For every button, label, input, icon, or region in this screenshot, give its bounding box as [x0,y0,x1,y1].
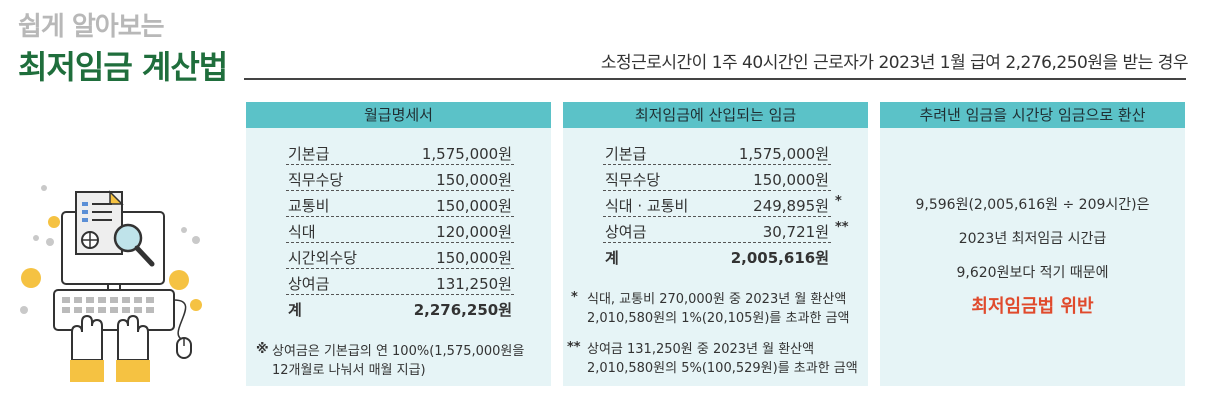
pay-row-value: 131,250원 [436,275,512,293]
pay-statement-heading: 월급명세서 [246,102,551,128]
pay-row-label: 상여금 [288,275,330,293]
included-total-value: 2,005,616원 [730,249,829,267]
pay-row-label: 기본급 [288,145,330,163]
conversion-heading: 추려낸 임금을 시간당 임금으로 환산 [880,102,1185,128]
pay-total-row: 계 2,276,250원 [286,296,514,320]
footnote-mark: * [835,194,842,209]
pay-row-value: 1,575,000원 [421,145,512,163]
min-wage-included-panel: 최저임금에 산입되는 임금 기본급 1,575,000원 직무수당 150,00… [563,102,868,386]
pay-row-value: 150,000원 [436,249,512,267]
computer-document-illustration [20,185,202,382]
pay-row-value: 120,000원 [436,223,512,241]
pay-row: 식대 120,000원 [286,218,514,243]
conversion-line-2: 2023년 최저임금 시간급 [958,231,1107,247]
hourly-conversion-panel: 추려낸 임금을 시간당 임금으로 환산 9,596원(2,005,616원 ÷ … [880,102,1185,386]
pay-row-value: 150,000원 [436,197,512,215]
pay-row-label: 교통비 [288,197,330,215]
pay-row-label: 직무수당 [288,171,344,189]
pay-row-value: 150,000원 [436,171,512,189]
included-row-label: 직무수당 [605,171,661,189]
included-row-value: 150,000원 [753,171,829,189]
included-row: 직무수당 150,000원 [603,166,831,191]
scenario-text: 소정근로시간이 1주 40시간인 근로자가 2023년 1월 급여 2,276,… [600,53,1189,73]
included-row: 기본급 1,575,000원 [603,140,831,165]
title-underline [244,78,1186,80]
pay-row: 직무수당 150,000원 [286,166,514,191]
included-row-label: 상여금 [605,223,647,241]
conversion-line-1: 9,596원(2,005,616원 ÷ 209시간)은 [915,197,1150,213]
conversion-line-3: 9,620원보다 적기 때문에 [956,265,1109,281]
pay-row: 시간외수당 150,000원 [286,244,514,269]
included-wage-heading: 최저임금에 산입되는 임금 [563,102,868,128]
included-row-label: 기본급 [605,145,647,163]
pay-row-label: 시간외수당 [288,249,358,267]
page-title: 최저임금 계산법 [18,48,228,86]
pay-row: 기본급 1,575,000원 [286,140,514,165]
footnote-mark: ** [835,220,849,235]
footnote-2-mark: ** [567,340,581,355]
footnote-1-mark: * [571,290,578,305]
included-total-row: 계 2,005,616원 [603,244,831,268]
page-subtitle: 쉽게 알아보는 [18,12,165,42]
pay-total-label: 계 [288,301,302,319]
included-row: 식대 · 교통비 249,895원 * [603,192,842,217]
included-total-label: 계 [605,249,619,267]
included-row: 상여금 30,721원 ** [603,218,849,243]
pay-total-value: 2,276,250원 [413,301,512,319]
bonus-excess-note: 상여금 131,250원 중 2023년 월 환산액 2,010,580원의 5… [587,342,858,376]
bonus-note: 상여금은 기본급의 연 100%(1,575,000원을 12개월로 나눠서 매… [272,344,525,378]
note-mark: ※ [256,342,269,357]
pay-row: 상여금 131,250원 [286,270,514,295]
included-row-value: 249,895원 [753,197,829,215]
included-row-label: 식대 · 교통비 [605,197,689,215]
meal-transport-note: 식대, 교통비 270,000원 중 2023년 월 환산액 2,010,580… [587,292,850,326]
included-row-value: 30,721원 [762,223,829,241]
violation-result: 최저임금법 위반 [971,296,1094,317]
pay-row-label: 식대 [288,223,316,241]
included-row-value: 1,575,000원 [738,145,829,163]
pay-statement-panel: 월급명세서 기본급 1,575,000원 직무수당 150,000원 교통비 1… [246,102,551,386]
pay-row: 교통비 150,000원 [286,192,514,217]
